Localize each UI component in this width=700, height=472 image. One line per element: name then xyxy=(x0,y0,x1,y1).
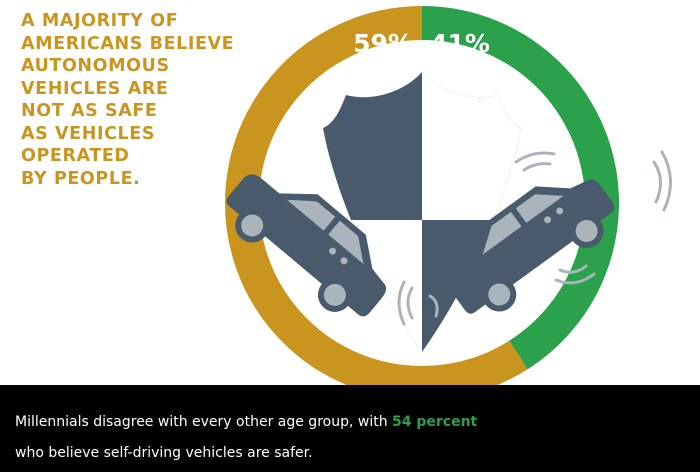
left-car-icon xyxy=(226,174,387,317)
donut-slice-no xyxy=(225,6,528,400)
headline-line: AS VEHICLES xyxy=(21,123,156,144)
headline-line: A MAJORITY OF xyxy=(21,11,179,31)
footer-highlight: 54 percent xyxy=(392,414,478,430)
footer-banner: Millennials disagree with every other ag… xyxy=(0,385,700,472)
headline-line: VEHICLES ARE xyxy=(21,78,169,99)
headline: A MAJORITY OF AMERICANS BELIEVE AUTONOMO… xyxy=(21,10,261,190)
signal-waves-icon xyxy=(397,150,672,326)
footer-line-1: Millennials disagree with every other ag… xyxy=(15,414,477,430)
no-label-group: 59% NO xyxy=(353,29,413,70)
donut-slices xyxy=(225,6,619,400)
headline-line: AMERICANS BELIEVE xyxy=(21,33,235,54)
footer-text: Millennials disagree with every other ag… xyxy=(15,414,393,430)
donut-slice-yes xyxy=(421,6,619,370)
headline-line: OPERATED xyxy=(21,146,130,166)
yes-percent-label: 41% xyxy=(430,29,490,58)
yes-label-group: 41% YES xyxy=(430,29,490,70)
headline-line: NOT AS SAFE xyxy=(21,101,158,121)
right-car-icon xyxy=(449,179,615,314)
no-label: NO xyxy=(372,55,394,70)
headline-line: AUTONOMOUS xyxy=(21,56,170,76)
no-percent-label: 59% xyxy=(353,29,413,58)
yes-label: YES xyxy=(445,55,474,70)
footer-line-2: who believe self-driving vehicles are sa… xyxy=(15,445,313,461)
headline-line: BY PEOPLE. xyxy=(21,168,141,189)
